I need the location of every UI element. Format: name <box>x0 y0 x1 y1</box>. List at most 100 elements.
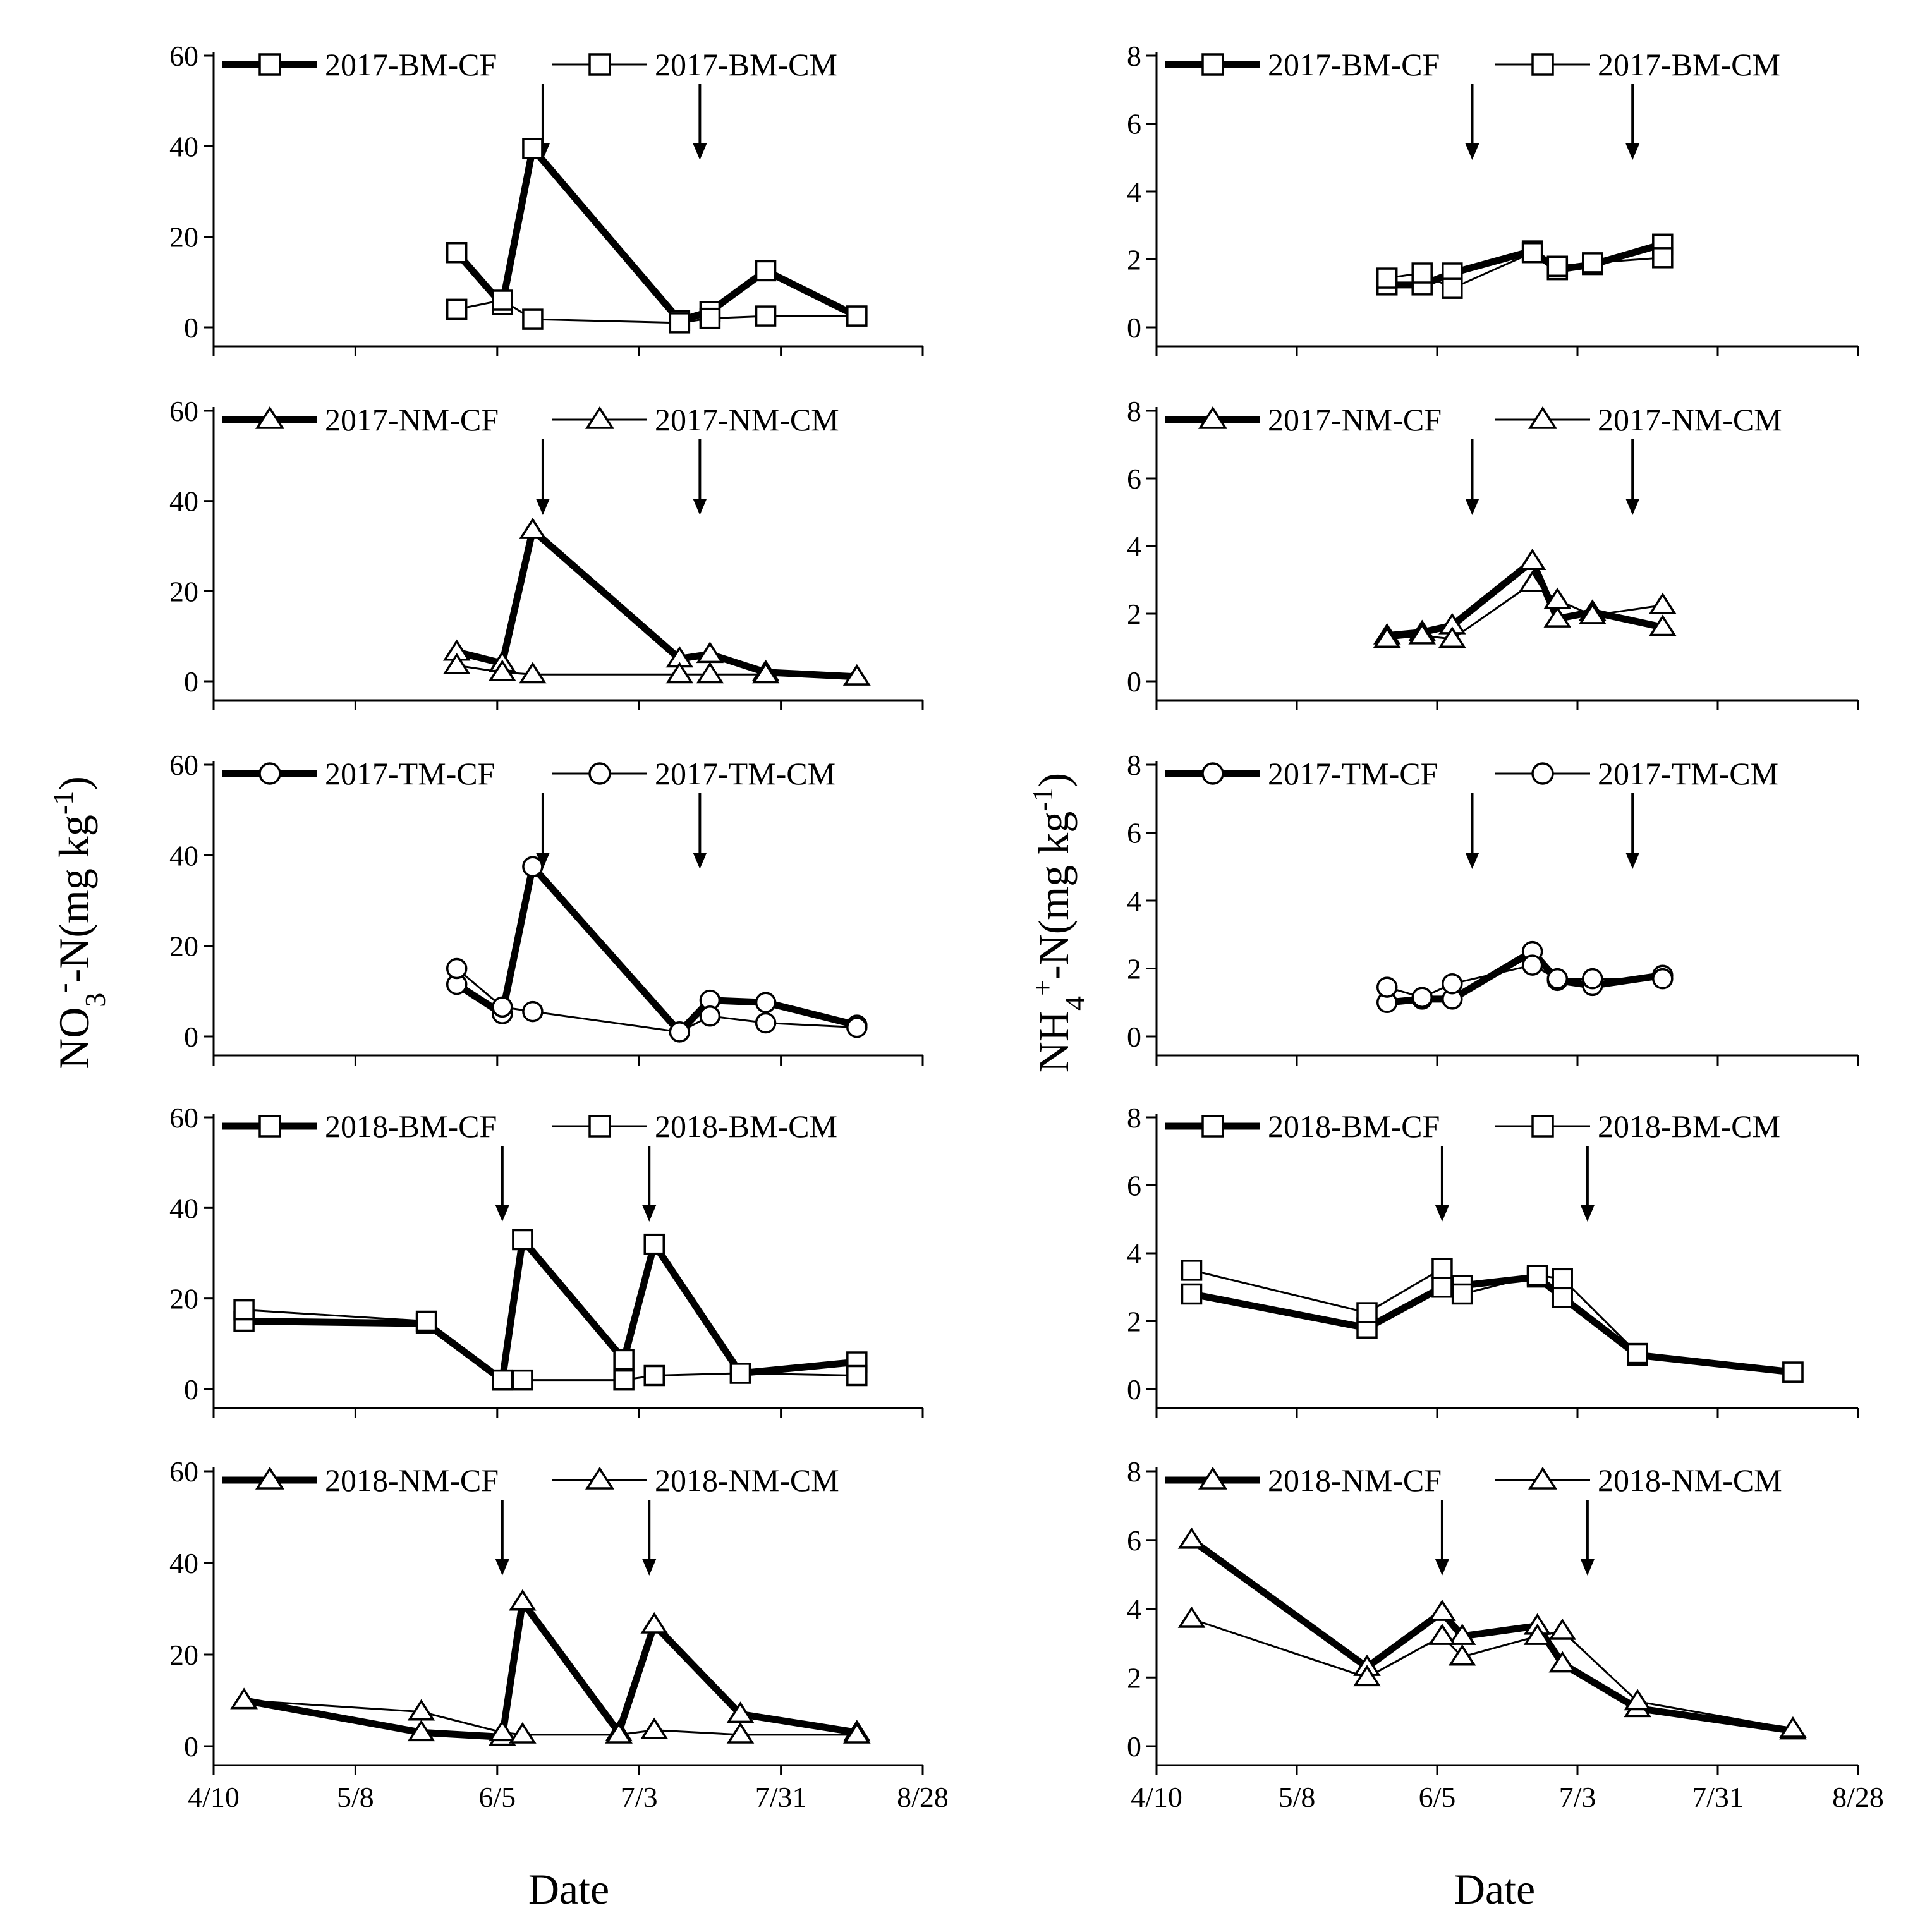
event-arrow-head <box>1465 499 1479 515</box>
legend-marker-2017-NM-CM <box>1528 406 1558 429</box>
panel-no3-2017-NM: 0 20 40 60 2017-NM-CF 2017-NM-CM <box>169 395 924 710</box>
data-point-2018-BM-CM <box>1451 1283 1473 1305</box>
data-point-2017-TM-CM <box>1411 987 1433 1008</box>
legend-label-2017-TM-CF: 2017-TM-CF <box>1268 756 1438 791</box>
event-arrow-head <box>1465 143 1479 160</box>
data-point-2018-NM-CM <box>1353 1665 1381 1687</box>
y-tick-label: 0 <box>1127 665 1141 698</box>
data-point-2018-NM-CF <box>1428 1599 1456 1621</box>
data-point-2017-BM-CM <box>1442 277 1463 299</box>
data-point-2018-BM-CM <box>729 1363 751 1384</box>
data-point-2018-NM-CM <box>1624 1689 1651 1711</box>
data-point-2017-TM-CM <box>1521 954 1543 976</box>
y-tick-label: 40 <box>169 130 198 162</box>
data-point-2018-NM-CM <box>605 1722 633 1744</box>
data-point-2018-BM-CM <box>1782 1361 1804 1383</box>
panel-no3-2018-NM: 0 20 40 60 4/10 5/8 6/5 7/3 7/31 8/28 2018-NM-CF 20… <box>169 1455 949 1813</box>
y-tick-label: 20 <box>169 1283 198 1315</box>
panel-no3-2017-BM: 0 20 40 60 2017-BM-CF 2017-BM-CM <box>169 40 924 356</box>
y-tick-label: 2 <box>1127 1306 1141 1338</box>
event-arrow-head <box>642 1205 657 1222</box>
data-point-2018-NM-CM <box>1177 1606 1206 1628</box>
data-point-2017-TM-CM <box>1376 976 1398 998</box>
event-arrow-head <box>495 1559 509 1576</box>
y-tick-label: 0 <box>184 665 198 698</box>
data-point-2017-NM-CF <box>519 518 547 539</box>
panel-nh4-2017-NM: 0 2 4 6 8 2017-NM-CF 2017-NM-CM <box>1127 395 1859 710</box>
data-point-2018-NM-CM <box>407 1699 435 1721</box>
y-tick-label: 0 <box>184 312 198 344</box>
legend-label-2018-NM-CF: 2018-NM-CF <box>1268 1462 1442 1498</box>
data-point-2017-BM-CF <box>755 260 777 282</box>
data-point-2018-BM-CM <box>512 1369 533 1391</box>
data-point-2018-NM-CF <box>1177 1527 1206 1549</box>
event-arrow-head <box>1625 499 1640 515</box>
legend-marker-2018-NM-CM <box>585 1466 615 1490</box>
legend-marker-2017-BM-CF <box>258 53 281 76</box>
y-tick-label: 0 <box>1127 1021 1141 1053</box>
x-tick-label: 8/28 <box>1832 1781 1884 1813</box>
data-point-2018-BM-CM <box>1181 1260 1203 1281</box>
data-point-2018-BM-CM <box>1552 1268 1573 1290</box>
x-tick-label: 6/5 <box>478 1781 516 1813</box>
data-point-2018-NM-CM <box>843 1722 871 1744</box>
x-tick-label: 4/10 <box>1131 1781 1182 1813</box>
legend-marker-2017-TM-CM <box>588 762 611 785</box>
legend-label-2018-BM-CM: 2018-BM-CM <box>655 1109 837 1144</box>
right-y-axis-title: NH4+-N(mg kg-1) <box>1026 773 1091 1072</box>
panel-no3-2017-TM: 0 20 40 60 2017-TM-CF 2017-TM-CM <box>169 749 924 1066</box>
x-tick-label: 5/8 <box>337 1781 374 1813</box>
y-tick-label: 4 <box>1127 176 1141 208</box>
y-tick-label: 2 <box>1127 1662 1141 1694</box>
x-tick-label: 5/8 <box>1279 1781 1316 1813</box>
y-tick-label: 6 <box>1127 817 1141 849</box>
event-arrow-head <box>495 1205 509 1222</box>
legend-label-2018-NM-CM: 2018-NM-CM <box>655 1462 839 1498</box>
event-arrow-head <box>1625 853 1640 869</box>
legend-label-2017-NM-CF: 2017-NM-CF <box>1268 402 1442 437</box>
data-point-2017-TM-CM <box>1546 968 1569 990</box>
data-point-2017-BM-CM <box>1521 242 1543 264</box>
data-point-2017-BM-CM <box>1582 252 1603 274</box>
panel-nh4-2018-BM: 0 2 4 6 8 2018-BM-CF 2018-BM-CM <box>1127 1102 1859 1418</box>
data-point-2017-NM-CM <box>519 662 547 684</box>
data-point-2018-NM-CF <box>640 1612 669 1634</box>
data-point-2017-NM-CM <box>1648 592 1677 614</box>
data-point-2017-BM-CF <box>446 242 468 264</box>
y-tick-label: 60 <box>169 395 198 427</box>
y-tick-label: 8 <box>1127 40 1141 72</box>
legend-marker-2018-NM-CF <box>255 1466 285 1490</box>
data-point-2018-BM-CM <box>613 1369 635 1391</box>
y-tick-label: 0 <box>1127 312 1141 344</box>
event-arrow-head <box>535 499 550 515</box>
legend-marker-2018-BM-CM <box>588 1115 611 1138</box>
data-point-2018-BM-CM <box>233 1299 255 1321</box>
series-line-2018-NM-CM <box>1191 1618 1794 1730</box>
data-point-2017-TM-CM <box>446 957 468 980</box>
y-tick-label: 0 <box>184 1021 198 1053</box>
data-point-2017-TM-CM <box>1582 968 1603 990</box>
data-point-2017-NM-CM <box>442 653 471 674</box>
data-point-2018-NM-CM <box>1428 1624 1456 1645</box>
right-x-axis-title: Date <box>1454 1865 1535 1913</box>
y-tick-label: 20 <box>169 221 198 253</box>
data-point-2017-TM-CM <box>755 1012 777 1034</box>
data-point-2017-NM-CM <box>1518 570 1546 592</box>
legend-marker-2017-TM-CF <box>258 762 281 785</box>
data-point-2017-NM-CM <box>1373 626 1401 648</box>
x-tick-label: 7/3 <box>1559 1781 1596 1813</box>
data-point-2018-BM-CM <box>643 1364 665 1387</box>
y-tick-label: 0 <box>184 1730 198 1763</box>
data-point-2017-NM-CM <box>1578 602 1607 624</box>
y-tick-label: 6 <box>1127 1524 1141 1557</box>
legend-marker-2017-NM-CM <box>585 406 615 429</box>
data-point-2018-BM-CM <box>492 1369 513 1391</box>
y-tick-label: 2 <box>1127 598 1141 630</box>
series-line-2018-NM-CF <box>1188 1536 1797 1735</box>
legend-label-2017-BM-CF: 2017-BM-CF <box>325 47 497 82</box>
data-point-2017-BM-CM <box>1376 267 1398 289</box>
y-tick-label: 40 <box>169 1547 198 1579</box>
legend-marker-2018-NM-CF <box>1198 1466 1228 1490</box>
left-y-axis-title: NO3--N(mg kg-1) <box>47 776 111 1069</box>
